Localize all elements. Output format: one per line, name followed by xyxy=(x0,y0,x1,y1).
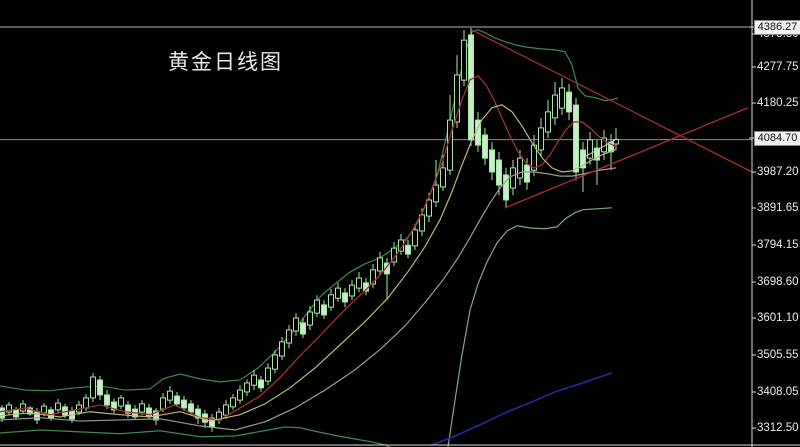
candle-body xyxy=(454,74,460,123)
candle-body xyxy=(174,395,180,405)
candle-body xyxy=(0,407,5,419)
upper-bollinger-band xyxy=(0,29,619,392)
candle-body xyxy=(552,94,558,119)
candle-body xyxy=(188,403,194,413)
candle-body xyxy=(447,119,453,171)
candle-body xyxy=(384,262,390,275)
candle-body xyxy=(349,284,355,297)
chart-title: 黄金日线图 xyxy=(168,50,283,74)
lower-bollinger-band-left xyxy=(0,426,392,447)
candle-body xyxy=(510,167,516,189)
ma-blue xyxy=(429,372,613,447)
candle-body xyxy=(321,304,327,316)
candle-body xyxy=(258,379,264,389)
candle-body xyxy=(433,184,439,203)
candle-body xyxy=(272,354,278,370)
candle-body xyxy=(545,111,551,133)
candle-body xyxy=(181,399,187,409)
candle-body xyxy=(300,322,306,335)
candle-body xyxy=(461,39,467,81)
candle-body xyxy=(230,397,236,408)
candle-body xyxy=(559,87,565,109)
candle-body xyxy=(6,404,12,413)
price-axis-label: 3505.55 xyxy=(757,349,799,361)
candle-body xyxy=(496,159,502,186)
candle-body xyxy=(489,149,495,173)
candle-body xyxy=(111,401,117,411)
candle-body xyxy=(160,397,166,410)
price-axis-label: 3698.60 xyxy=(757,276,799,288)
candle-body xyxy=(573,104,579,173)
price-axis-label: 3987.20 xyxy=(757,166,799,178)
current-price-tag: 4084.70 xyxy=(754,131,800,146)
candle-body xyxy=(482,134,488,159)
candle-body xyxy=(237,389,243,401)
candle-body xyxy=(195,408,201,419)
candle-body xyxy=(594,147,600,161)
price-axis-label: 4180.25 xyxy=(757,97,799,109)
candle-body xyxy=(342,292,348,303)
candle-body xyxy=(279,341,285,357)
ma-yellow xyxy=(0,104,617,422)
descending-trendline xyxy=(471,29,753,173)
candle-body xyxy=(139,403,145,413)
price-axis-label: 4277.75 xyxy=(757,61,799,73)
candle-body xyxy=(118,397,124,407)
candle-body xyxy=(426,199,432,217)
ascending-trendline xyxy=(504,107,749,209)
candle-body xyxy=(412,229,418,247)
candle-body xyxy=(97,379,103,396)
mini-support-line xyxy=(582,138,618,159)
candle-body xyxy=(538,127,544,151)
candle-body xyxy=(83,397,89,409)
candle-body xyxy=(370,269,376,285)
candle-body xyxy=(146,407,152,417)
candle-body xyxy=(468,34,474,141)
candle-body xyxy=(314,299,320,314)
candle-body xyxy=(377,257,383,272)
candle-body xyxy=(419,214,425,232)
candle-body xyxy=(286,329,292,344)
candle-body xyxy=(13,409,19,418)
candle-body xyxy=(125,404,131,414)
candle-body xyxy=(587,139,593,159)
candle-body xyxy=(27,407,33,415)
candle-body xyxy=(335,287,341,299)
candle-body xyxy=(517,157,523,179)
candle-body xyxy=(503,174,509,201)
price-axis-label: 3601.10 xyxy=(757,312,799,324)
candle-body xyxy=(356,277,362,289)
candle-body xyxy=(104,394,110,406)
price-axis-label: 3891.65 xyxy=(757,202,799,214)
candle-body xyxy=(328,294,334,308)
candle-body xyxy=(251,374,257,386)
candle-body xyxy=(34,411,40,421)
price-axis-label: 3794.15 xyxy=(757,239,799,251)
candle-body xyxy=(524,164,530,183)
candle-body xyxy=(244,382,250,393)
candle-body xyxy=(566,91,572,113)
ma-gray xyxy=(0,167,617,431)
candle-body xyxy=(293,317,299,332)
candle-body xyxy=(580,149,586,169)
ma-red xyxy=(0,75,617,421)
price-axis-label: 3312.50 xyxy=(757,422,799,434)
candle-body xyxy=(41,405,47,414)
candle-body xyxy=(223,404,229,416)
candle-body xyxy=(405,244,411,255)
candle-body xyxy=(55,402,61,411)
candle-body xyxy=(265,367,271,382)
lower-bollinger-band-right xyxy=(447,207,613,447)
price-axis-label: 3408.05 xyxy=(757,386,799,398)
high-price-tag: 4386.27 xyxy=(754,20,800,35)
candle-body xyxy=(90,376,96,399)
candle-body xyxy=(167,390,173,401)
candle-body xyxy=(440,167,446,188)
candle-body xyxy=(307,311,313,326)
candle-body xyxy=(20,403,26,412)
